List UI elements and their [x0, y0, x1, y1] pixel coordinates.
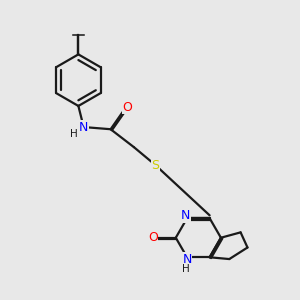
Text: H: H [70, 129, 78, 139]
Text: S: S [152, 158, 159, 172]
Text: O: O [148, 231, 158, 244]
Text: N: N [181, 209, 190, 222]
Text: N: N [182, 253, 192, 266]
Text: O: O [122, 100, 132, 113]
Text: H: H [182, 264, 190, 274]
Text: N: N [79, 121, 88, 134]
